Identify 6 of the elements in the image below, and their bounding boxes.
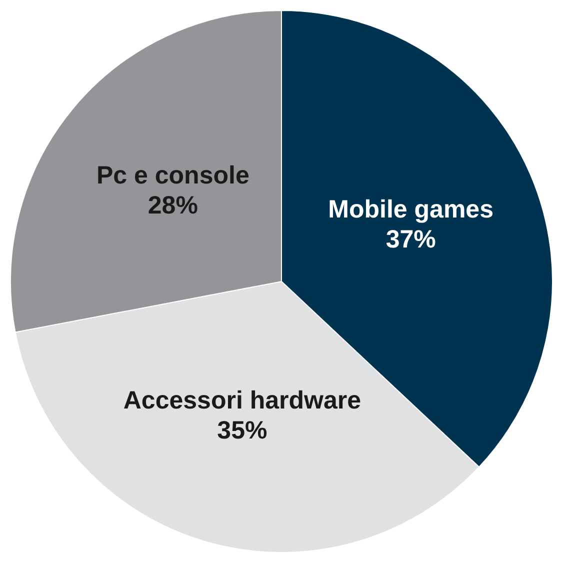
slice-label: Mobile games	[328, 195, 494, 224]
data-label: 35%	[217, 416, 268, 445]
data-label: 28%	[148, 192, 198, 220]
slice-label: Accessori hardware	[123, 386, 362, 415]
slice-label: Pc e console	[96, 162, 250, 190]
data-label: 37%	[386, 225, 436, 254]
